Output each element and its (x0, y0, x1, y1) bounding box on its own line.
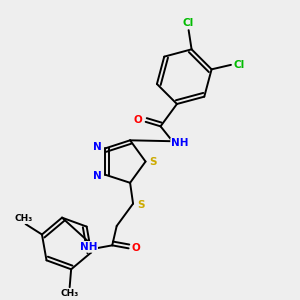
Text: Cl: Cl (233, 60, 244, 70)
Text: NH: NH (171, 138, 189, 148)
Text: Cl: Cl (183, 18, 194, 28)
Text: S: S (149, 157, 157, 166)
Text: CH₃: CH₃ (61, 289, 79, 298)
Text: O: O (132, 243, 140, 253)
Text: S: S (137, 200, 144, 210)
Text: N: N (93, 171, 102, 181)
Text: CH₃: CH₃ (14, 214, 32, 223)
Text: O: O (134, 116, 142, 125)
Text: N: N (93, 142, 102, 152)
Text: NH: NH (80, 242, 97, 252)
